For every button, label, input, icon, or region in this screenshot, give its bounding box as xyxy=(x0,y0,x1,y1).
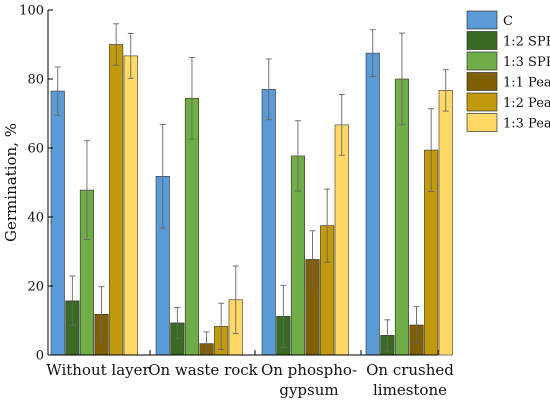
bars-layer xyxy=(50,44,453,356)
y-tick-label: 20 xyxy=(27,280,44,295)
legend-label: 1:1 Peat xyxy=(503,76,550,91)
y-tick-label: 100 xyxy=(19,4,44,19)
x-category-label: On waste rock xyxy=(148,361,258,379)
x-category-label: Without layer xyxy=(46,361,150,379)
legend-label: 1:3 Peat xyxy=(503,117,550,132)
bar-1-3-peat xyxy=(438,90,453,356)
y-tick-label: 60 xyxy=(27,142,44,157)
legend-label: 1:3 SPP xyxy=(503,55,550,70)
y-tick-label: 0 xyxy=(36,349,44,364)
legend-swatch xyxy=(466,92,498,112)
y-axis-ticks: 0 20 40 60 80 100 xyxy=(19,4,53,364)
legend-label: C xyxy=(503,14,513,29)
legend-label: 1:2 SPP xyxy=(503,35,550,50)
legend-swatch xyxy=(466,72,498,91)
legend-swatch xyxy=(466,31,498,50)
y-tick-label: 40 xyxy=(27,211,44,226)
bar-c xyxy=(50,90,65,356)
axes-layer xyxy=(47,10,439,356)
legend-label: 1:2 Peat xyxy=(503,96,550,111)
y-tick-label: 80 xyxy=(27,73,44,88)
x-category-label: On crushed xyxy=(366,361,454,379)
bar-1-2-peat xyxy=(109,44,124,356)
bar-1-3-peat xyxy=(123,55,138,356)
legend-swatch xyxy=(466,10,498,30)
x-category-label: On phospho- xyxy=(261,361,357,379)
legend-swatch xyxy=(466,51,498,71)
bar-1-3-peat xyxy=(334,124,349,356)
x-category-label: limestone xyxy=(373,381,447,399)
bar-c xyxy=(365,52,380,356)
bar-c xyxy=(261,89,276,356)
legend: C 1:2 SPP 1:3 SPP 1:1 Peat 1:2 Peat 1:3 Peat xyxy=(466,10,550,132)
x-category-label: gypsum xyxy=(279,381,338,399)
legend-swatch xyxy=(466,113,498,132)
y-axis-title: Germination, % xyxy=(2,123,20,242)
error-bars-layer xyxy=(54,23,449,356)
